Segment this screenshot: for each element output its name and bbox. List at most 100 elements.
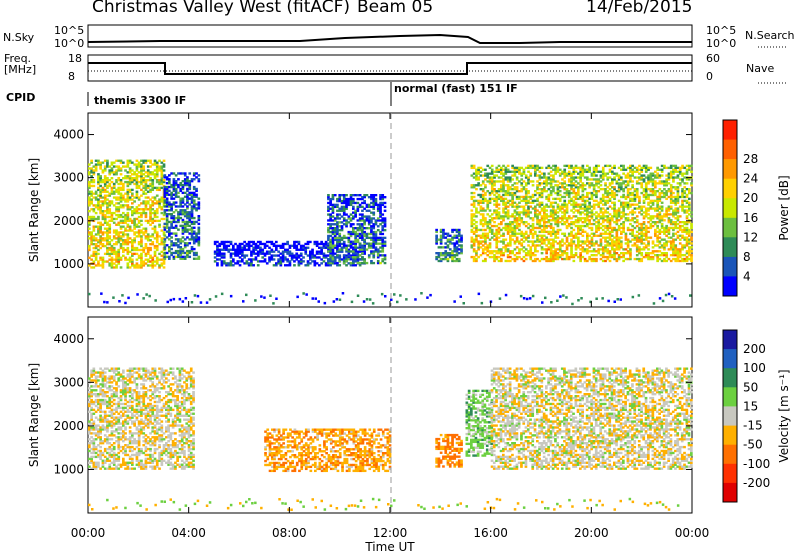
heatmap-cell	[356, 223, 360, 226]
heatmap-cell	[197, 242, 201, 245]
heatmap-cell	[597, 203, 601, 206]
heatmap-cell	[163, 246, 167, 249]
heatmap-cell	[579, 180, 582, 183]
heatmap-cell	[128, 227, 132, 230]
heatmap-cell	[629, 257, 632, 261]
heatmap-cell	[570, 221, 573, 224]
heatmap-cell	[338, 238, 342, 242]
heatmap-cell	[329, 258, 332, 261]
heatmap-cell	[563, 257, 567, 261]
heatmap-cell	[446, 257, 450, 261]
heatmap-cell	[631, 228, 634, 232]
heatmap-cell	[119, 186, 123, 190]
heatmap-cell	[613, 215, 616, 218]
heatmap-cell	[358, 248, 362, 251]
heatmap-cell	[327, 230, 330, 234]
heatmap-cell	[647, 217, 650, 220]
heatmap-cell	[367, 242, 371, 245]
heatmap-cell	[110, 167, 114, 170]
heatmap-cell	[540, 207, 544, 210]
heatmap-cell	[626, 188, 630, 191]
heatmap-cell	[133, 241, 136, 244]
heatmap-cell	[336, 250, 339, 253]
heatmap-cell	[638, 252, 641, 255]
heatmap-cell	[626, 213, 630, 216]
heatmap-cell	[563, 199, 567, 203]
heatmap-cell	[567, 174, 571, 177]
heatmap-cell	[372, 196, 376, 199]
heatmap-cell	[579, 217, 582, 220]
heatmap-cell	[446, 246, 450, 249]
heatmap-cell	[367, 244, 371, 247]
heatmap-cell	[647, 197, 650, 201]
heatmap-cell	[174, 205, 178, 208]
heatmap-cell	[133, 264, 136, 267]
heatmap-cell	[495, 203, 499, 206]
heatmap-cell	[234, 254, 237, 257]
heatmap-cell	[608, 250, 612, 253]
heatmap-cell	[108, 219, 112, 223]
heatmap-cell	[340, 248, 344, 251]
heatmap-cell	[352, 205, 355, 209]
heatmap-cell	[534, 193, 537, 197]
heatmap-cell	[460, 250, 463, 253]
heatmap-cell	[190, 220, 194, 224]
heatmap-cell	[647, 209, 650, 212]
heatmap-cell	[163, 228, 167, 231]
heatmap-cell	[155, 161, 159, 164]
heatmap-cell	[149, 208, 152, 211]
heatmap-cell	[170, 247, 173, 251]
heatmap-cell	[538, 174, 542, 177]
heatmap-cell	[611, 238, 614, 241]
heatmap-cell	[611, 217, 614, 220]
heatmap-cell	[642, 178, 646, 181]
heatmap-cell	[151, 171, 155, 174]
heatmap-cell	[583, 201, 587, 204]
heatmap-cell	[165, 226, 169, 229]
heatmap-cell	[131, 254, 134, 257]
heatmap-cell	[633, 166, 637, 170]
heatmap-cell	[524, 254, 528, 257]
heatmap-cell	[347, 248, 351, 251]
heatmap-cell	[122, 231, 125, 234]
heatmap-cell	[349, 261, 353, 265]
heatmap-cell	[588, 166, 591, 170]
heatmap-cell	[133, 221, 136, 224]
heatmap-cell	[572, 184, 576, 187]
heatmap-cell	[563, 209, 567, 212]
heatmap-cell	[481, 248, 485, 251]
heatmap-cell	[124, 204, 127, 207]
heatmap-cell	[518, 255, 521, 259]
heatmap-cell	[647, 188, 650, 191]
heatmap-cell	[106, 248, 109, 252]
heatmap-cell	[225, 248, 228, 251]
heatmap-cell	[168, 201, 171, 204]
heatmap-cell	[663, 180, 666, 183]
heatmap-cell	[620, 236, 623, 239]
heatmap-cell	[172, 182, 176, 185]
heatmap-cell	[331, 260, 335, 263]
heatmap-cell	[506, 211, 510, 214]
heatmap-cell	[135, 223, 139, 226]
heatmap-cell	[477, 182, 480, 185]
heatmap-cell	[122, 254, 125, 257]
heatmap-cell	[124, 258, 127, 261]
heatmap-cell	[453, 250, 457, 253]
heatmap-cell	[472, 238, 476, 241]
heatmap-cell	[444, 236, 448, 239]
heatmap-cell	[128, 179, 132, 182]
heatmap-cell	[453, 255, 457, 259]
heatmap-cell	[658, 221, 662, 224]
heatmap-cell	[115, 179, 118, 182]
heatmap-cell	[642, 246, 646, 249]
heatmap-cell	[527, 250, 530, 253]
heatmap-cell	[117, 213, 121, 217]
heatmap-cell	[381, 240, 385, 243]
heatmap-cell	[170, 195, 173, 198]
heatmap-cell	[144, 175, 148, 178]
heatmap-cell	[570, 164, 573, 168]
heatmap-cell	[477, 178, 480, 181]
heatmap-cell	[297, 248, 301, 251]
heatmap-cell	[177, 178, 180, 181]
heatmap-cell	[90, 243, 93, 246]
